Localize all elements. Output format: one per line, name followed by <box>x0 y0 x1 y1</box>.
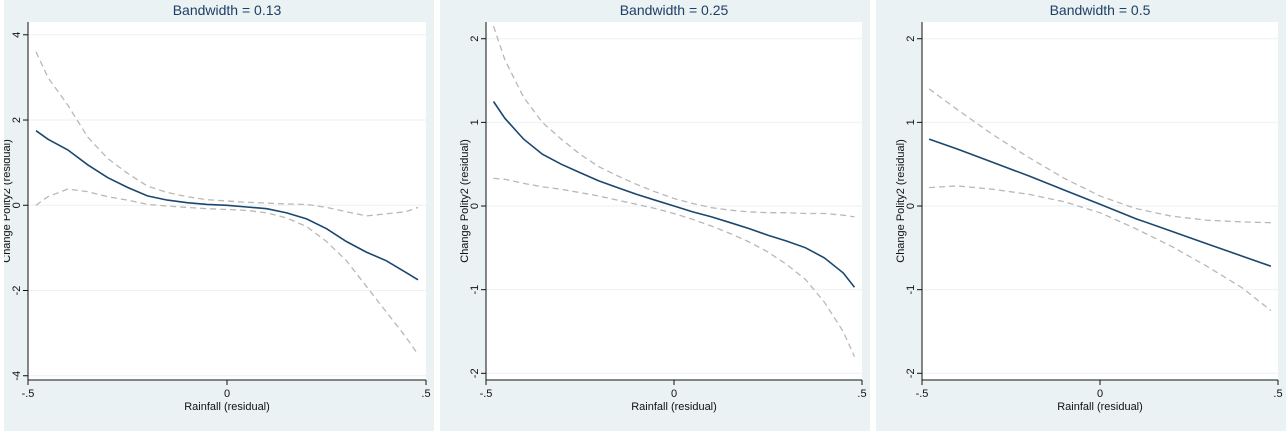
series-fit-line <box>492 101 856 288</box>
series-fit-line <box>35 130 419 281</box>
y-tick-label-1: -2 <box>11 286 23 296</box>
y-tick-label-2: 0 <box>469 203 481 209</box>
x-tick-label-0: -.5 <box>916 388 929 400</box>
y-tick-label-3: 1 <box>905 119 917 125</box>
y-tick-label-3: 1 <box>469 119 481 125</box>
x-tick-label-2: .5 <box>421 388 430 400</box>
plot-area <box>28 22 426 380</box>
y-tick-label-1: -1 <box>469 285 481 295</box>
y-tick-label-1: -1 <box>905 285 917 295</box>
series-ci-upper-line <box>492 25 855 218</box>
y-tick-label-2: 0 <box>11 202 23 208</box>
chart-title: Bandwidth = 0.5 <box>1050 2 1151 18</box>
y-tick-label-3: 2 <box>11 117 23 123</box>
x-tick-label-0: -.5 <box>22 388 35 400</box>
series-ci-lower-line <box>35 188 419 355</box>
x-tick-label-1: 0 <box>224 388 230 400</box>
series-ci-lower-line <box>493 177 856 357</box>
x-axis-label: Rainfall (residual) <box>1057 401 1143 413</box>
x-tick-label-1: 0 <box>1097 388 1103 400</box>
y-tick-label-0: -4 <box>11 371 23 381</box>
chart-2: -2 -1 0 1 2 -.5 0 .5 Bandwidth = 0.25 Rainfall (r… <box>440 0 870 431</box>
y-tick-label-0: -2 <box>905 368 917 378</box>
chart-panel-1: -4 -2 0 2 4 -.5 0 .5 Bandwidth = 0.13 Rainfall (r… <box>1 0 434 436</box>
y-tick-label-4: 2 <box>469 36 481 42</box>
series-fit-line <box>928 138 1272 267</box>
series-ci-upper-line <box>35 51 419 217</box>
y-tick-label-2: 0 <box>905 203 917 209</box>
chart-title: Bandwidth = 0.25 <box>620 2 729 18</box>
y-tick-label-4: 2 <box>905 36 917 42</box>
chart-panel-3: -2 -1 0 1 2 -.5 0 .5 Bandwidth = 0.5 Rainfall (re… <box>876 0 1286 436</box>
chart-1: -4 -2 0 2 4 -.5 0 .5 Bandwidth = 0.13 Rainfall (r… <box>1 0 434 431</box>
y-axis-label: Change Polity2 (residual) <box>895 139 907 263</box>
x-axis-label: Rainfall (residual) <box>631 401 717 413</box>
plot-area <box>922 22 1278 380</box>
x-axis-label: Rainfall (residual) <box>184 401 270 413</box>
chart-panel-2: -2 -1 0 1 2 -.5 0 .5 Bandwidth = 0.25 Rainfall (r… <box>440 0 870 436</box>
y-tick-label-4: 4 <box>11 32 23 38</box>
series-ci-upper-line <box>928 88 1271 224</box>
plot-area <box>486 22 862 380</box>
x-tick-label-2: .5 <box>857 388 866 400</box>
y-axis-label: Change Polity2 (residual) <box>459 139 471 263</box>
x-tick-label-2: .5 <box>1273 388 1282 400</box>
chart-3: -2 -1 0 1 2 -.5 0 .5 Bandwidth = 0.5 Rainfall (re… <box>876 0 1286 431</box>
y-tick-label-0: -2 <box>469 368 481 378</box>
y-axis-label: Change Polity2 (residual) <box>4 139 13 263</box>
chart-title: Bandwidth = 0.13 <box>173 2 282 18</box>
x-tick-label-1: 0 <box>671 388 677 400</box>
series-ci-lower-line <box>929 185 1272 312</box>
x-tick-label-0: -.5 <box>480 388 493 400</box>
